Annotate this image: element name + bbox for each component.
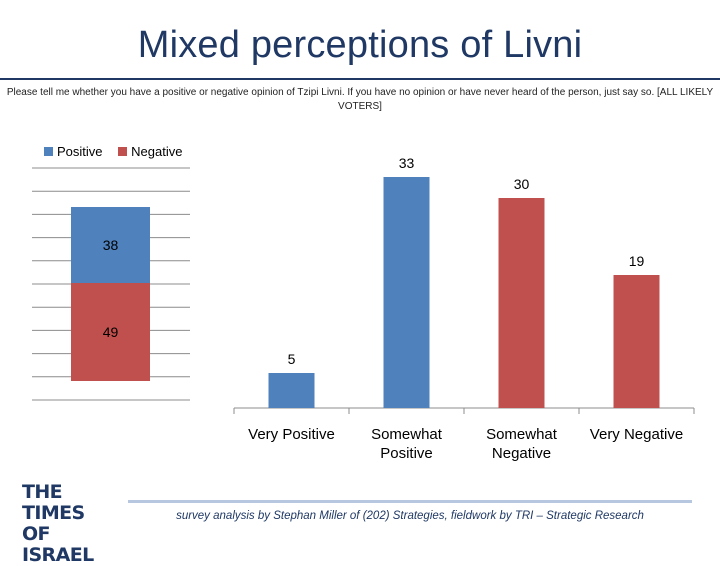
- footer-divider: [128, 500, 692, 503]
- data-label: 19: [629, 253, 645, 269]
- chart-canvas: 49 38 5 Very Positive 33 Somewhat Positive 30 So…: [32, 155, 695, 462]
- page-title: Mixed perceptions of Livni: [137, 24, 583, 66]
- legend-label-negative: Negative: [131, 144, 183, 159]
- x-tick-label: Negative: [492, 445, 551, 462]
- legend-item-positive: Positive: [44, 144, 103, 159]
- stacked-label-positive: 38: [103, 237, 119, 253]
- stacked-bar-negative: [71, 283, 150, 381]
- chart-legend: Positive Negative: [44, 144, 194, 159]
- x-tick-label: Very Negative: [590, 426, 683, 443]
- times-of-israel-logo: THE TIMES OF ISRAEL: [22, 481, 94, 566]
- data-label: 5: [288, 351, 296, 367]
- legend-label-positive: Positive: [57, 144, 103, 159]
- bar-somewhat-positive: [383, 177, 430, 408]
- legend-item-negative: Negative: [118, 144, 182, 159]
- data-label: 30: [514, 176, 530, 192]
- legend-swatch-positive: [44, 147, 53, 156]
- bar-somewhat-negative: [498, 198, 545, 408]
- legend-swatch-negative: [118, 147, 128, 156]
- bar-very-positive: [268, 373, 315, 408]
- x-tick-label: Positive: [380, 445, 433, 462]
- bar-very-negative: [613, 275, 660, 408]
- x-tick-label: Somewhat: [486, 426, 558, 443]
- data-label: 33: [399, 155, 415, 171]
- title-divider: [0, 78, 720, 80]
- stacked-label-negative: 49: [103, 324, 119, 340]
- x-tick-label: Very Positive: [248, 426, 335, 443]
- stacked-bar-positive: [71, 207, 150, 283]
- x-tick-label: Somewhat: [371, 426, 443, 443]
- survey-question: Please tell me whether you have a positi…: [6, 87, 714, 112]
- footer-credit: survey analysis by Stephan Miller of (20…: [176, 510, 644, 522]
